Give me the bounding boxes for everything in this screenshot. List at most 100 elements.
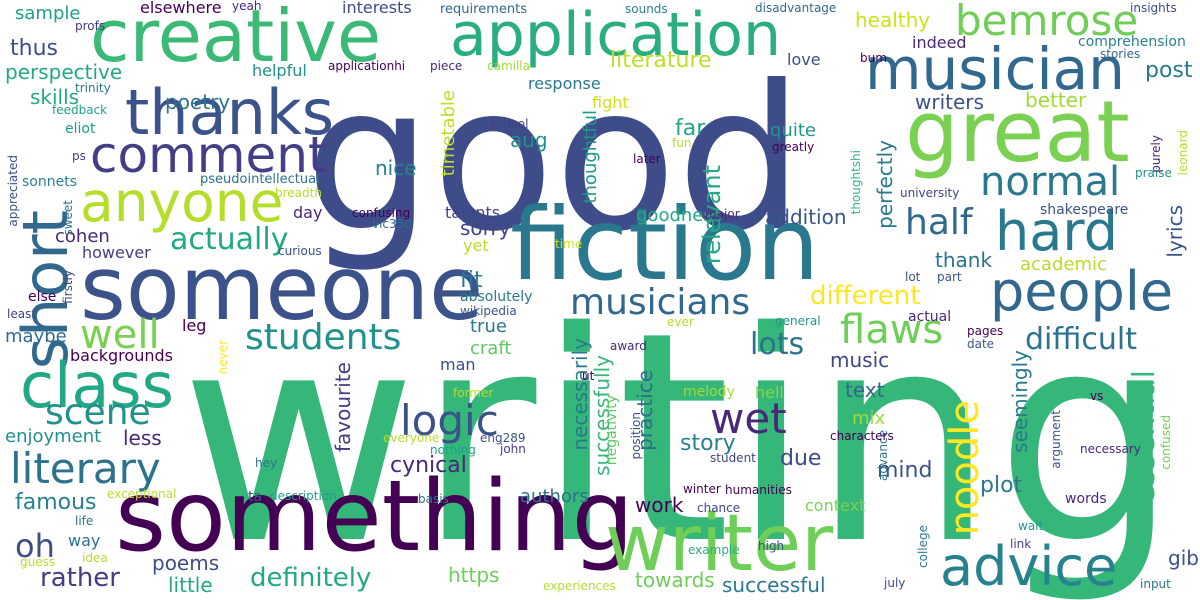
word-leg: leg (182, 316, 207, 335)
word-due: due (780, 446, 822, 471)
word-basis: basis (418, 492, 449, 506)
word-fun: fun (672, 136, 692, 150)
word-aug: aug (510, 128, 548, 152)
word-sweet: sweet (61, 200, 75, 236)
word-thoughtshi: thoughtshi (849, 150, 863, 215)
word-logic: logic (400, 396, 499, 445)
word-man: man (440, 355, 476, 374)
word-way: way (68, 531, 101, 550)
word-hey: hey (255, 456, 278, 470)
word-bemrose: bemrose (955, 0, 1139, 45)
word-academic: academic (1020, 254, 1107, 275)
word-absolutely: absolutely (460, 289, 533, 305)
word-rather: rather (40, 563, 120, 593)
word-fight: fight (592, 93, 629, 112)
word-different: different (810, 281, 921, 311)
word-favourite: favourite (331, 362, 355, 452)
word-thank: thank (935, 248, 993, 272)
word-actually: actually (170, 222, 289, 257)
word-leonard: leonard (1176, 130, 1190, 176)
word-least: least (7, 307, 37, 321)
word-thanks: thanks (125, 76, 335, 149)
word-definitely: definitely (250, 563, 372, 593)
word-towards: towards (635, 568, 715, 592)
word-nothing: nothing (430, 443, 476, 457)
word-award: award (610, 339, 647, 353)
word-addition: addition (765, 205, 847, 229)
word-someone: someone (80, 237, 484, 340)
word-position: position (629, 412, 643, 460)
word-less: less (123, 426, 162, 450)
word-eng289: eng289 (480, 431, 526, 445)
word-characters: characters (830, 429, 894, 443)
word-mind: mind (877, 458, 933, 483)
word-something: something (115, 460, 634, 574)
word-ps: ps (72, 149, 86, 163)
word-difficult: difficult (1025, 322, 1137, 357)
word-former: former (453, 386, 494, 400)
word-hell: hell (755, 383, 784, 402)
word-people: people (990, 260, 1174, 323)
word-great: great (905, 83, 1130, 182)
word-writing: writing (180, 271, 1180, 600)
word-time: time (555, 237, 583, 251)
word-eliot: eliot (65, 121, 96, 137)
word-true: true (470, 316, 507, 337)
word-sample: sample (15, 3, 81, 24)
word-link: link (1010, 537, 1032, 551)
word-vs: vs (1090, 389, 1104, 403)
word-healthy: healthy (855, 8, 931, 32)
word-lot: lot (905, 270, 921, 284)
word-pages: pages (967, 324, 1004, 338)
word-seemingly: seemingly (1008, 350, 1032, 453)
word-craft: craft (470, 338, 512, 359)
word-response: response (528, 74, 601, 93)
word-story: story (680, 431, 736, 456)
word-text: text (845, 378, 885, 402)
word-humanities: humanities (725, 483, 792, 497)
word-advice: advice (940, 535, 1118, 598)
word-comprehension: comprehension (1078, 34, 1186, 50)
word-oh: oh (15, 527, 55, 565)
word-good: good (305, 43, 804, 276)
word-little: little (168, 573, 213, 597)
word-july: july (884, 576, 906, 590)
word-life: life (75, 514, 94, 528)
word-musicians: musicians (570, 282, 751, 323)
word-perspective: perspective (5, 60, 123, 84)
word-mix: mix (852, 408, 886, 429)
word-context: context (805, 496, 866, 515)
word-insights: insights (1130, 1, 1177, 15)
word-half: half (905, 202, 973, 243)
word-appreciated: appreciated (6, 155, 20, 227)
word-example: example (688, 543, 740, 557)
word-trinity: trinity (75, 81, 111, 95)
word-never: never (216, 340, 230, 375)
word-hard: hard (995, 200, 1118, 263)
word-confused: confused (1159, 415, 1173, 470)
word-backgrounds: backgrounds (70, 346, 173, 365)
word-love: love (787, 50, 821, 69)
word-lyrics: lyrics (1163, 205, 1187, 258)
word-essential: essential (1127, 370, 1162, 505)
word-necessarily: necessarily (568, 338, 592, 451)
word-ta: ta (248, 489, 263, 505)
word-students: students (245, 317, 402, 358)
word-cynical: cynical (390, 453, 467, 478)
word-however: however (82, 243, 151, 262)
word-words: words (1065, 491, 1107, 507)
word-yeah: yeah (232, 0, 262, 13)
word-fiction: fiction (510, 186, 820, 303)
word-work: work (635, 493, 684, 517)
word-scene: scene (45, 392, 151, 433)
word-skills: skills (30, 85, 80, 109)
word-john: john (500, 442, 526, 456)
word-goodness: goodness (636, 205, 723, 226)
word-class: class (20, 349, 174, 422)
word-maybe: maybe (5, 326, 67, 347)
word-necessary: necessary (1080, 442, 1141, 456)
word-shakespeare: shakespeare (1040, 202, 1129, 218)
word-university: university (900, 186, 960, 200)
word-description: description (270, 489, 337, 503)
word-anyone: anyone (80, 170, 284, 234)
